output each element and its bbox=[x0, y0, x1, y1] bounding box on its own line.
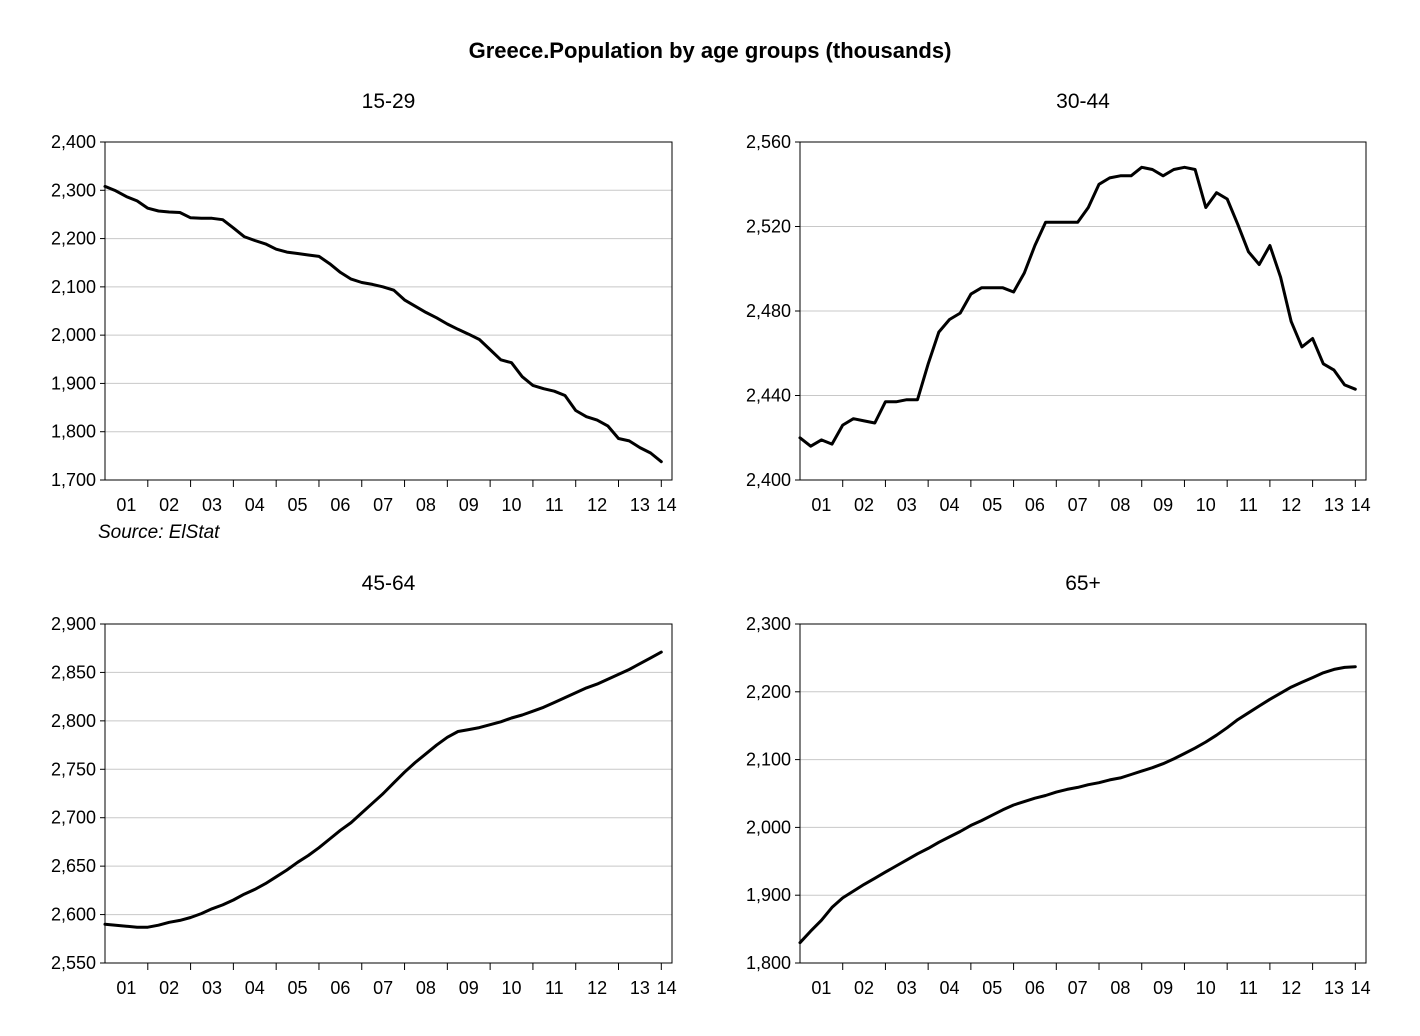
panel-2-y-tick-label: 2,400 bbox=[746, 470, 791, 490]
panel-1-x-tick-label: 13 bbox=[630, 495, 650, 515]
panel-3-y-tick-label: 2,600 bbox=[51, 905, 96, 925]
chart-main-title: Greece.Population by age groups (thousan… bbox=[468, 38, 952, 63]
panel-3-title: 45-64 bbox=[362, 572, 416, 595]
panel-2-x-tick-label: 04 bbox=[939, 495, 959, 515]
panel-4-x-tick-label: 09 bbox=[1153, 978, 1173, 998]
panel-3-x-tick-label: 02 bbox=[159, 978, 179, 998]
panel-2-x-tick-label: 09 bbox=[1153, 495, 1173, 515]
panel-2-x-tick-label: 08 bbox=[1110, 495, 1130, 515]
panel-3-y-tick-label: 2,800 bbox=[51, 711, 96, 731]
panel-1-x-tick-label: 03 bbox=[202, 495, 222, 515]
panel-1-y-tick-label: 1,700 bbox=[51, 470, 96, 490]
panel-2-y-tick-label: 2,480 bbox=[746, 301, 791, 321]
panel-1-y-tick-label: 1,800 bbox=[51, 422, 96, 442]
panel-2-x-tick-label: 14 bbox=[1351, 495, 1371, 515]
panel-1-x-tick-label: 05 bbox=[288, 495, 308, 515]
panel-4-x-tick-label: 01 bbox=[811, 978, 831, 998]
panel-4-x-tick-label: 07 bbox=[1068, 978, 1088, 998]
panel-2-y-tick-label: 2,560 bbox=[746, 132, 791, 152]
panel-4-y-tick-label: 2,000 bbox=[746, 817, 791, 837]
panel-3-frame bbox=[104, 623, 673, 964]
panel-1-series-line bbox=[103, 184, 663, 464]
panel-4-frame bbox=[799, 623, 1367, 964]
source-note: Source: ElStat bbox=[98, 522, 220, 543]
panel-1-title: 15-29 bbox=[362, 90, 416, 113]
panel-2-x-tick-label: 13 bbox=[1324, 495, 1344, 515]
panel-1-x-tick-label: 09 bbox=[459, 495, 479, 515]
panel-3-series-line bbox=[103, 650, 663, 929]
panel-1-y-tick-label: 2,400 bbox=[51, 132, 96, 152]
panel-2-y-tick-label: 2,440 bbox=[746, 386, 791, 406]
panel-4-x-tick-label: 02 bbox=[854, 978, 874, 998]
panel-1-x-tick-label: 04 bbox=[245, 495, 265, 515]
panel-1-x-tick-label: 08 bbox=[416, 495, 436, 515]
panel-4-x-tick-label: 10 bbox=[1196, 978, 1216, 998]
panel-2-series-line bbox=[798, 165, 1357, 448]
panel-4-y-tick-label: 1,800 bbox=[746, 953, 791, 973]
panel-4-x-tick-label: 03 bbox=[897, 978, 917, 998]
panel-2-title: 30-44 bbox=[1056, 90, 1110, 113]
panel-4-x-tick-label: 08 bbox=[1110, 978, 1130, 998]
panel-4-x-tick-label: 06 bbox=[1025, 978, 1045, 998]
panel-2-x-tick-label: 03 bbox=[897, 495, 917, 515]
panel-3-x-tick-label: 07 bbox=[373, 978, 393, 998]
panel-4-x-tick-label: 04 bbox=[939, 978, 959, 998]
panel-3-y-tick-label: 2,650 bbox=[51, 856, 96, 876]
panel-2-x-tick-label: 06 bbox=[1025, 495, 1045, 515]
panel-1-y-tick-label: 2,100 bbox=[51, 277, 96, 297]
panel-1-x-tick-label: 02 bbox=[159, 495, 179, 515]
panel-2-x-tick-label: 07 bbox=[1068, 495, 1088, 515]
panel-3-x-tick-label: 13 bbox=[630, 978, 650, 998]
panel-4-y-tick-label: 2,100 bbox=[746, 750, 791, 770]
panel-3-x-tick-label: 06 bbox=[330, 978, 350, 998]
panel-3-x-tick-label: 09 bbox=[459, 978, 479, 998]
panel-2-x-tick-label: 05 bbox=[982, 495, 1002, 515]
panel-3-x-tick-label: 11 bbox=[545, 978, 564, 998]
panel-1-x-tick-label: 12 bbox=[587, 495, 607, 515]
panel-3-y-tick-label: 2,700 bbox=[51, 808, 96, 828]
panel-2-y-tick-label: 2,520 bbox=[746, 217, 791, 237]
panel-3-x-tick-label: 10 bbox=[502, 978, 522, 998]
panel-3-y-tick-label: 2,750 bbox=[51, 759, 96, 779]
panel-1-y-tick-label: 2,200 bbox=[51, 229, 96, 249]
panel-3-x-tick-label: 04 bbox=[245, 978, 265, 998]
panel-2-x-tick-label: 02 bbox=[854, 495, 874, 515]
panel-4-x-tick-label: 13 bbox=[1324, 978, 1344, 998]
panel-3-y-tick-label: 2,900 bbox=[51, 614, 96, 634]
panel-3-x-tick-label: 03 bbox=[202, 978, 222, 998]
panel-1-x-tick-label: 14 bbox=[657, 495, 677, 515]
panel-1-x-tick-label: 11 bbox=[545, 495, 564, 515]
panel-4-x-tick-label: 12 bbox=[1281, 978, 1301, 998]
panel-4-y-tick-label: 2,300 bbox=[746, 614, 791, 634]
panel-4-y-tick-label: 1,900 bbox=[746, 885, 791, 905]
panel-3-x-tick-label: 08 bbox=[416, 978, 436, 998]
panel-2-frame bbox=[799, 141, 1367, 481]
panel-3-x-tick-label: 05 bbox=[288, 978, 308, 998]
panel-4-x-tick-label: 05 bbox=[982, 978, 1002, 998]
panel-1-x-tick-label: 01 bbox=[116, 495, 136, 515]
panel-2-x-tick-label: 11 bbox=[1239, 495, 1258, 515]
panel-2-x-tick-label: 01 bbox=[811, 495, 831, 515]
panel-1-y-tick-label: 1,900 bbox=[51, 373, 96, 393]
panel-3-x-tick-label: 12 bbox=[587, 978, 607, 998]
panel-2-x-tick-label: 10 bbox=[1196, 495, 1216, 515]
panel-4-x-tick-label: 11 bbox=[1239, 978, 1258, 998]
panel-1-x-tick-label: 10 bbox=[502, 495, 522, 515]
panel-1-y-tick-label: 2,000 bbox=[51, 325, 96, 345]
panel-4-title: 65+ bbox=[1065, 572, 1101, 595]
panel-1-frame bbox=[104, 141, 673, 481]
panel-4-y-tick-label: 2,200 bbox=[746, 682, 791, 702]
panel-1-x-tick-label: 06 bbox=[330, 495, 350, 515]
panel-3-y-tick-label: 2,850 bbox=[51, 662, 96, 682]
panel-2-x-tick-label: 12 bbox=[1281, 495, 1301, 515]
panel-1-x-tick-label: 07 bbox=[373, 495, 393, 515]
panel-4-x-tick-label: 14 bbox=[1351, 978, 1371, 998]
panel-4-series-line bbox=[798, 665, 1357, 945]
panel-3-x-tick-label: 01 bbox=[116, 978, 136, 998]
panel-3-x-tick-label: 14 bbox=[657, 978, 677, 998]
panel-1-y-tick-label: 2,300 bbox=[51, 180, 96, 200]
panel-3-y-tick-label: 2,550 bbox=[51, 953, 96, 973]
